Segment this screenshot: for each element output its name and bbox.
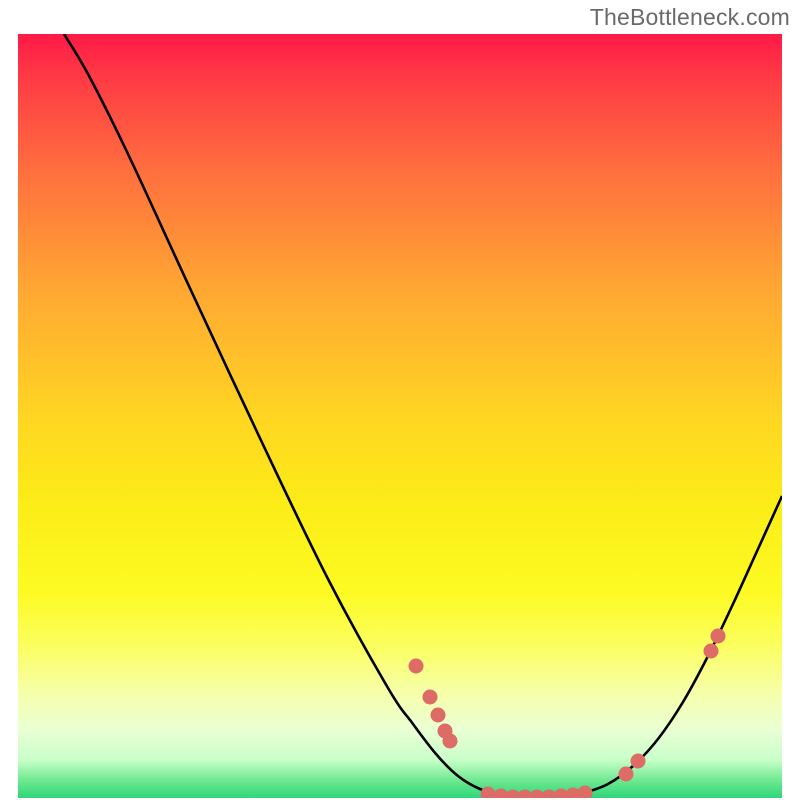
bottleneck-curve bbox=[64, 34, 782, 797]
data-marker bbox=[423, 690, 438, 705]
data-marker bbox=[443, 734, 458, 749]
data-marker bbox=[431, 708, 446, 723]
chart-svg bbox=[18, 34, 782, 798]
data-marker bbox=[711, 629, 726, 644]
data-marker bbox=[578, 786, 593, 799]
data-marker bbox=[409, 659, 424, 674]
watermark-text: TheBottleneck.com bbox=[590, 4, 790, 31]
data-marker bbox=[631, 754, 646, 769]
data-marker bbox=[704, 644, 719, 659]
data-marker bbox=[619, 767, 634, 782]
marker-group bbox=[409, 629, 726, 799]
data-marker bbox=[481, 787, 496, 799]
chart-container: TheBottleneck.com bbox=[0, 0, 800, 800]
plot-area bbox=[18, 34, 782, 798]
